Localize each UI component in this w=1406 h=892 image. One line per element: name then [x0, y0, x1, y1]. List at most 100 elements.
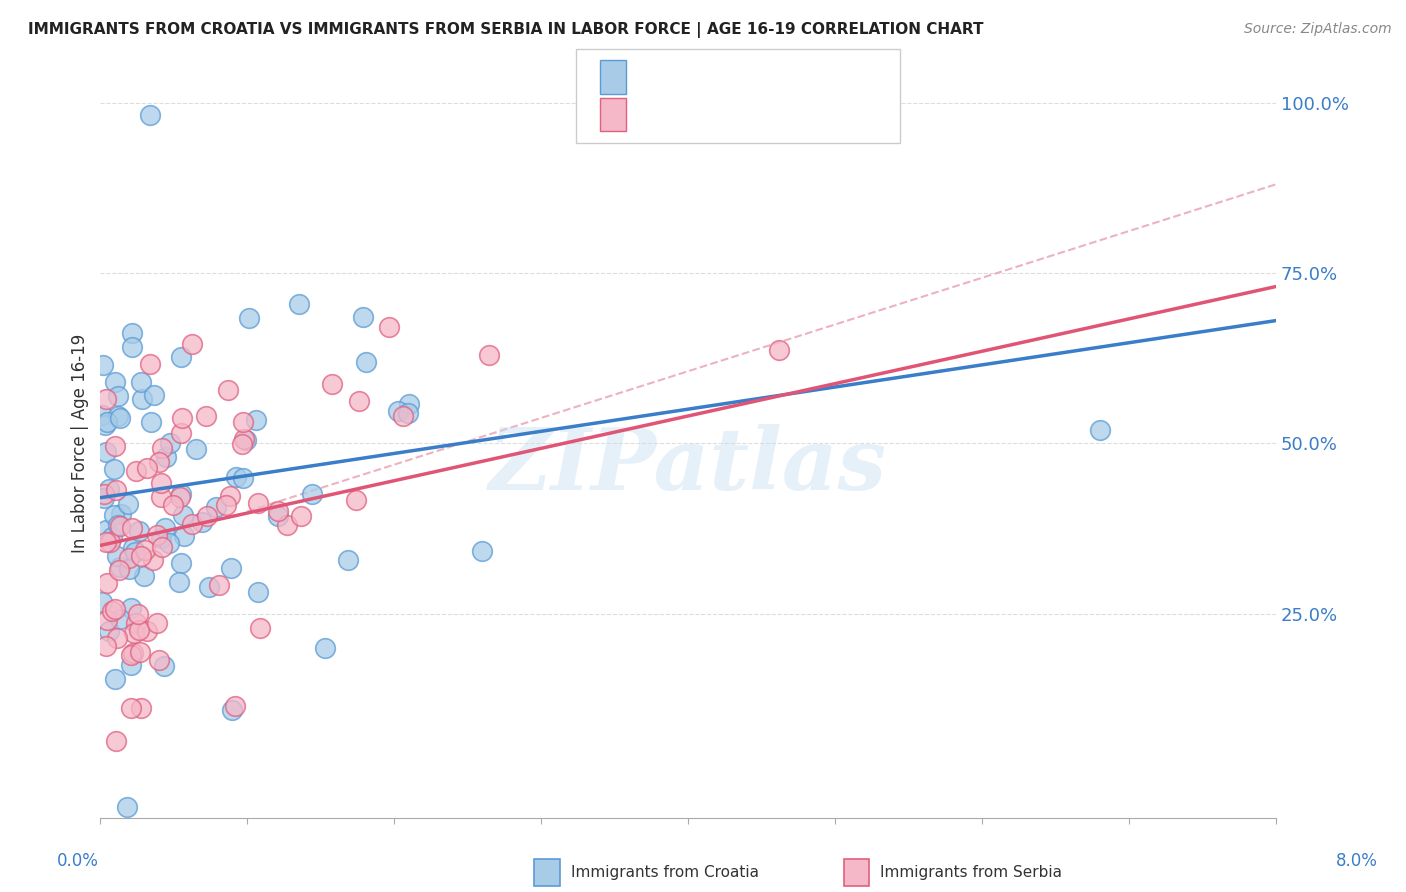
Point: [180, 337, 202, 351]
Point: [146, 528, 169, 542]
Point: [108, 563, 131, 577]
Point: [471, 544, 494, 558]
Point: [267, 503, 290, 517]
Text: IMMIGRANTS FROM CROATIA VS IMMIGRANTS FROM SERBIA IN LABOR FORCE | AGE 16-19 COR: IMMIGRANTS FROM CROATIA VS IMMIGRANTS FR…: [28, 22, 984, 38]
Point: [191, 515, 214, 529]
Point: [121, 521, 143, 535]
Point: [98, 534, 121, 549]
Text: Immigrants from Croatia: Immigrants from Croatia: [571, 865, 759, 880]
Point: [378, 320, 401, 334]
Point: [105, 549, 128, 563]
Point: [104, 734, 127, 748]
Point: [124, 545, 146, 559]
Point: [246, 584, 269, 599]
Point: [139, 357, 162, 371]
Point: [169, 574, 191, 589]
Point: [195, 409, 218, 424]
Point: [110, 508, 132, 522]
Point: [141, 415, 163, 429]
Point: [93, 418, 115, 433]
Point: [170, 487, 193, 501]
Point: [336, 553, 359, 567]
Point: [132, 568, 155, 582]
Point: [173, 529, 195, 543]
Y-axis label: In Labor Force | Age 16-19: In Labor Force | Age 16-19: [72, 334, 89, 553]
Point: [122, 647, 145, 661]
Point: [162, 498, 184, 512]
Point: [148, 653, 170, 667]
Point: [96, 613, 118, 627]
Point: [233, 432, 256, 446]
Text: Immigrants from Serbia: Immigrants from Serbia: [880, 865, 1062, 880]
Text: 0.455: 0.455: [676, 105, 738, 124]
Point: [104, 375, 127, 389]
Point: [314, 641, 336, 656]
Point: [172, 508, 194, 523]
Point: [108, 612, 131, 626]
Point: [155, 450, 177, 464]
Point: [152, 541, 174, 555]
Point: [232, 471, 254, 485]
Point: [128, 623, 150, 637]
Point: [352, 310, 374, 324]
Point: [96, 392, 118, 406]
Point: [118, 562, 141, 576]
Text: 0.179: 0.179: [676, 68, 738, 87]
Point: [768, 343, 790, 357]
Point: [149, 490, 172, 504]
Point: [104, 672, 127, 686]
Point: [101, 530, 124, 544]
Point: [205, 500, 228, 514]
Point: [208, 578, 231, 592]
Point: [150, 441, 173, 455]
Point: [136, 460, 159, 475]
Point: [245, 412, 267, 426]
Point: [121, 326, 143, 340]
Point: [104, 602, 127, 616]
Point: [148, 455, 170, 469]
Point: [129, 701, 152, 715]
Text: ZIPatlas: ZIPatlas: [489, 424, 887, 508]
Point: [276, 518, 298, 533]
Point: [94, 535, 117, 549]
Point: [103, 462, 125, 476]
Point: [149, 532, 172, 546]
Point: [96, 445, 118, 459]
Point: [387, 404, 409, 418]
Point: [93, 487, 115, 501]
Text: N =: N =: [738, 105, 794, 124]
Point: [347, 394, 370, 409]
Point: [215, 498, 238, 512]
Point: [94, 639, 117, 653]
Point: [117, 497, 139, 511]
Point: [131, 392, 153, 406]
Point: [103, 508, 125, 522]
Point: [170, 556, 193, 570]
Text: N =: N =: [738, 68, 794, 87]
Point: [170, 350, 193, 364]
Point: [321, 376, 343, 391]
Point: [398, 397, 420, 411]
Text: 75: 75: [799, 68, 825, 87]
Point: [120, 701, 142, 715]
Point: [107, 389, 129, 403]
Point: [235, 434, 257, 448]
Point: [143, 388, 166, 402]
Point: [108, 411, 131, 425]
Point: [301, 487, 323, 501]
Point: [354, 355, 377, 369]
Point: [134, 542, 156, 557]
Point: [96, 575, 118, 590]
Point: [93, 491, 115, 505]
Point: [108, 560, 131, 574]
Point: [184, 442, 207, 456]
Text: 69: 69: [799, 105, 825, 124]
Point: [105, 483, 128, 497]
Point: [221, 703, 243, 717]
Text: R =: R =: [637, 68, 679, 87]
Point: [129, 549, 152, 563]
Point: [101, 604, 124, 618]
Point: [128, 524, 150, 538]
Point: [122, 541, 145, 555]
Point: [139, 108, 162, 122]
